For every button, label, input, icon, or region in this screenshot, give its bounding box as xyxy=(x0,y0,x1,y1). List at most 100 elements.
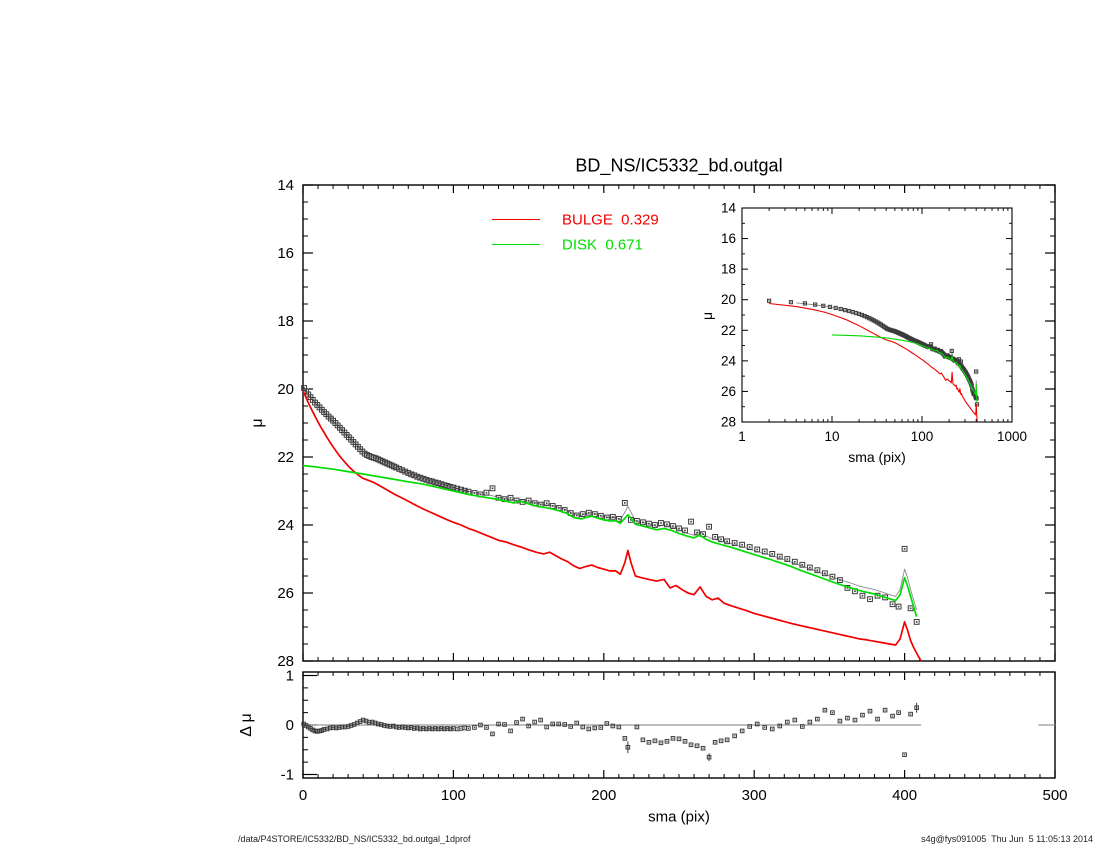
residual-point-dot xyxy=(359,720,361,723)
residual-point-dot xyxy=(606,722,608,725)
residual-point xyxy=(652,738,658,744)
data-point-dot xyxy=(660,522,662,524)
residual-point-dot xyxy=(582,726,584,728)
inset-x-tick-label: 1 xyxy=(738,429,746,444)
residual-point xyxy=(556,721,561,727)
data-point xyxy=(405,470,412,476)
inset-data-point-dot xyxy=(866,316,868,318)
data-point-dot xyxy=(702,533,704,535)
inset-x-tick-label: 100 xyxy=(911,429,934,444)
inset-data-point-dot xyxy=(840,308,842,310)
residual-point xyxy=(393,724,399,730)
data-point xyxy=(829,573,836,580)
residual-point xyxy=(800,724,805,729)
residual-point-dot xyxy=(446,727,448,730)
inset-y-tick-label: 14 xyxy=(721,201,737,216)
residual-point-dot xyxy=(428,727,430,730)
residual-x-tick-label: 200 xyxy=(591,787,616,804)
residual-point xyxy=(472,725,477,730)
data-point-dot xyxy=(410,473,413,476)
residual-point-dot xyxy=(540,719,542,721)
data-point xyxy=(525,497,532,504)
residual-point xyxy=(324,726,330,732)
residual-point xyxy=(562,722,567,727)
main-y-tick-label: 24 xyxy=(277,517,294,534)
data-point-dot xyxy=(909,607,912,610)
inset-data-point xyxy=(766,298,772,303)
data-point xyxy=(901,545,908,552)
residual-point-dot xyxy=(546,726,548,728)
residual-point-dot xyxy=(794,719,796,721)
data-point xyxy=(585,509,592,516)
data-point-dot xyxy=(666,523,668,526)
main-y-tick-label: 16 xyxy=(277,245,294,262)
residual-point-dot xyxy=(702,747,704,749)
data-point xyxy=(670,523,676,529)
residual-point xyxy=(580,724,586,730)
data-point-dot xyxy=(801,563,804,566)
legend-bulge-label: BULGE 0.329 xyxy=(562,211,659,229)
residual-point xyxy=(333,725,339,731)
residual-point xyxy=(336,725,342,730)
data-point-dot xyxy=(839,579,841,581)
data-point xyxy=(739,541,746,548)
inset-data-point-dot xyxy=(949,356,951,358)
data-point-dot xyxy=(771,553,774,555)
data-point xyxy=(859,592,866,599)
data-point-dot xyxy=(437,482,440,484)
data-point-dot xyxy=(599,515,602,517)
inset-data-point xyxy=(859,312,865,318)
data-point-dot xyxy=(714,536,716,538)
residual-point-dot xyxy=(329,727,331,729)
data-point-dot xyxy=(431,480,434,483)
inset-data-point xyxy=(821,303,826,308)
residual-point xyxy=(604,721,610,726)
legend-bulge-line-swatch xyxy=(492,219,540,220)
data-point-dot xyxy=(654,524,656,526)
inset-data-point-dot xyxy=(861,314,863,316)
residual-point xyxy=(439,726,444,731)
inset-data-point-dot xyxy=(975,396,977,399)
data-point xyxy=(694,529,700,536)
main-y-tick-label: 28 xyxy=(277,653,294,670)
residual-point xyxy=(724,737,730,743)
residual-point-dot xyxy=(443,728,445,730)
residual-point xyxy=(616,724,622,730)
residual-point xyxy=(538,717,543,723)
residual-point-dot xyxy=(910,713,912,715)
residual-point-dot xyxy=(456,728,458,730)
residual-point-dot xyxy=(588,728,590,730)
data-point xyxy=(746,544,753,551)
residual-point-dot xyxy=(368,721,370,724)
residual-point-dot xyxy=(779,725,781,727)
data-point xyxy=(664,521,670,528)
data-point xyxy=(754,546,761,553)
data-point-dot xyxy=(527,499,530,502)
residual-point-dot xyxy=(756,723,758,725)
residual-point-dot xyxy=(395,726,397,728)
residual-point-dot xyxy=(497,723,500,725)
residual-point xyxy=(496,721,501,727)
data-point xyxy=(769,551,776,557)
data-point xyxy=(889,601,896,608)
data-point-dot xyxy=(460,488,462,491)
data-point-dot xyxy=(636,520,638,522)
residual-x-tick-label: 0 xyxy=(299,787,307,804)
data-point xyxy=(402,468,409,475)
data-point-dot xyxy=(816,569,819,572)
residual-point xyxy=(890,713,895,719)
data-point xyxy=(646,520,652,527)
residual-point xyxy=(321,727,327,732)
data-point-dot xyxy=(861,594,864,597)
inset-data-point-dot xyxy=(858,313,860,315)
data-point-dot xyxy=(446,485,449,487)
residual-point-dot xyxy=(338,726,340,729)
data-point-dot xyxy=(903,548,906,550)
residual-point-dot xyxy=(386,725,388,727)
residual-point-dot xyxy=(558,723,560,725)
residual-point-dot xyxy=(389,725,391,728)
legend-disk-label: DISK 0.671 xyxy=(562,236,643,254)
residual-point-dot xyxy=(347,725,349,728)
residual-point-dot xyxy=(460,727,462,730)
data-point-dot xyxy=(809,566,811,569)
